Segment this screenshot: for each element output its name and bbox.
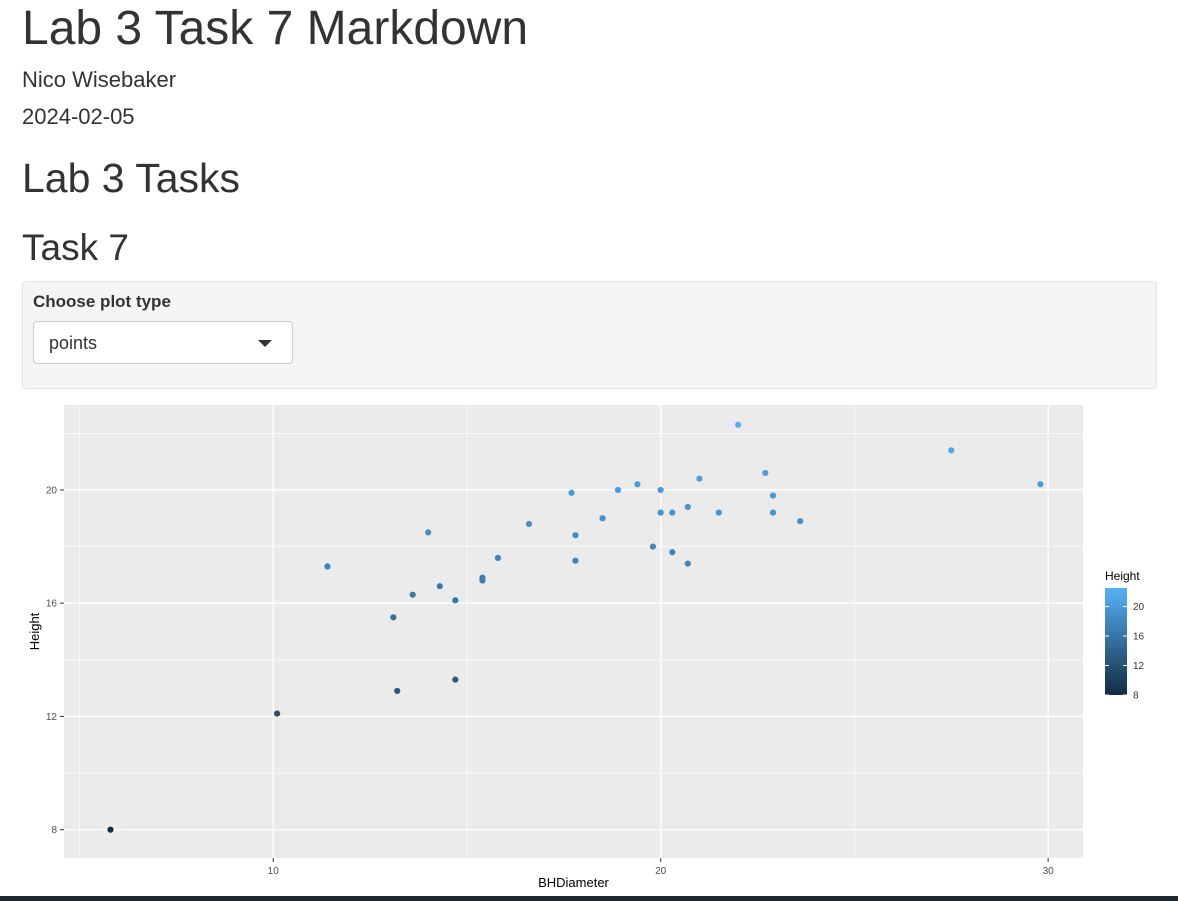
document-author: Nico Wisebaker [22, 67, 177, 92]
data-point [684, 560, 691, 567]
data-point [273, 710, 281, 717]
section-heading: Lab 3 Tasks [22, 155, 241, 201]
data-point [479, 574, 486, 581]
data-point [1037, 481, 1044, 488]
document-title: Lab 3 Task 7 Markdown [22, 2, 529, 55]
caret-down-icon [258, 340, 272, 347]
data-point [324, 563, 331, 570]
data-point [649, 543, 657, 550]
data-point [669, 509, 676, 516]
data-point [715, 509, 722, 516]
plot-type-select[interactable]: points [33, 321, 293, 364]
legend-tick-label: 20 [1133, 602, 1145, 613]
input-panel: Choose plot type points [22, 281, 1157, 389]
data-point [762, 469, 769, 477]
x-axis-title: BHDiameter [538, 875, 609, 890]
document-date: 2024-02-05 [22, 104, 135, 129]
bottom-bar [0, 896, 1178, 901]
data-point [657, 509, 664, 516]
data-point [568, 489, 575, 496]
subsection-heading: Task 7 [22, 227, 129, 268]
data-point [684, 503, 691, 511]
plot-panel [64, 405, 1083, 858]
data-point [525, 520, 533, 528]
data-point [425, 529, 432, 536]
data-point [948, 447, 955, 454]
data-point [572, 532, 579, 539]
legend-tick-label: 8 [1133, 691, 1139, 702]
data-point [390, 614, 397, 621]
legend-title: Height [1105, 569, 1140, 583]
data-point [394, 687, 401, 695]
y-tick-label: 12 [46, 712, 58, 723]
data-point [735, 421, 742, 428]
plot-type-label: Choose plot type [33, 292, 171, 311]
x-tick-label: 30 [1043, 866, 1055, 877]
y-axis-title: Height [27, 612, 42, 650]
data-point [599, 515, 606, 522]
data-point [669, 549, 676, 556]
data-point [797, 517, 804, 525]
data-point [657, 486, 664, 494]
legend-tick-label: 12 [1133, 661, 1145, 672]
legend-tick-label: 16 [1133, 631, 1145, 642]
data-point [409, 591, 416, 598]
plot-type-selected-value: points [49, 333, 98, 353]
data-point [452, 597, 459, 604]
data-point [452, 676, 459, 683]
legend-colorbar [1105, 588, 1127, 695]
data-point [769, 509, 777, 516]
data-point [614, 486, 622, 494]
data-point [634, 481, 641, 488]
x-tick-label: 10 [268, 866, 280, 877]
data-point [572, 557, 579, 564]
y-tick-label: 16 [46, 599, 58, 610]
data-point [696, 475, 703, 482]
scatter-plot: 10 20 30 8 12 16 20 BHDiameter Height Height 8 12 16… [27, 405, 1145, 890]
data-point [769, 492, 777, 499]
data-point [107, 826, 114, 833]
data-point [436, 583, 443, 590]
y-tick-label: 20 [46, 485, 58, 496]
data-point [494, 554, 502, 561]
x-tick-label: 20 [655, 866, 667, 877]
y-tick-label: 8 [51, 825, 57, 836]
